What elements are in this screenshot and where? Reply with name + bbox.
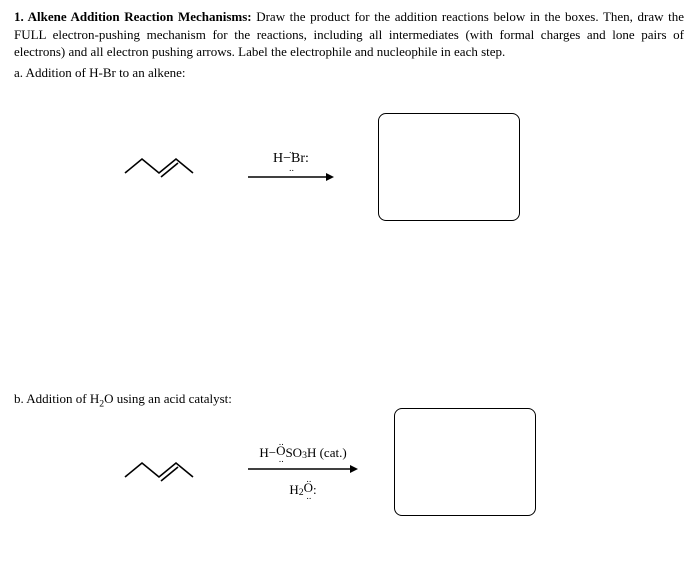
- r1-end: H (cat.): [307, 445, 347, 461]
- r2-end: :: [313, 482, 317, 498]
- part-b-suffix: O using an acid catalyst:: [104, 391, 232, 406]
- r2-dots-bot: . .: [306, 494, 310, 498]
- r1-post: SO: [285, 445, 302, 461]
- reaction-a-row: . . H−Br: . .: [120, 145, 352, 185]
- product-box-a: [378, 113, 520, 221]
- r1-pre: H−: [259, 445, 276, 461]
- reagent-arrow-b: H− . . O . . SO3H (cat.) H2 . . O . .: [248, 440, 358, 498]
- arrow-a: [248, 172, 334, 182]
- r2-pre: H: [289, 482, 298, 498]
- part-b-prefix: b. Addition of H: [14, 391, 99, 406]
- r1-dots-bot: . .: [279, 457, 283, 461]
- product-box-b: [394, 408, 536, 516]
- alkene-structure-b: [120, 449, 230, 489]
- part-a-label: a. Addition of H-Br to an alkene:: [14, 65, 684, 81]
- arrow-b: [248, 464, 358, 474]
- part-b-label: b. Addition of H2O using an acid catalys…: [14, 391, 232, 410]
- reaction-b-row: H− . . O . . SO3H (cat.) H2 . . O . .: [120, 440, 376, 498]
- question-header: 1. Alkene Addition Reaction Mechanisms: …: [14, 8, 684, 61]
- alkene-structure-a: [120, 145, 230, 185]
- header-bold: 1. Alkene Addition Reaction Mechanisms:: [14, 9, 252, 24]
- lone-pair-bottom-a: . .: [289, 166, 293, 170]
- reagent-arrow-a: . . H−Br: . .: [248, 148, 334, 182]
